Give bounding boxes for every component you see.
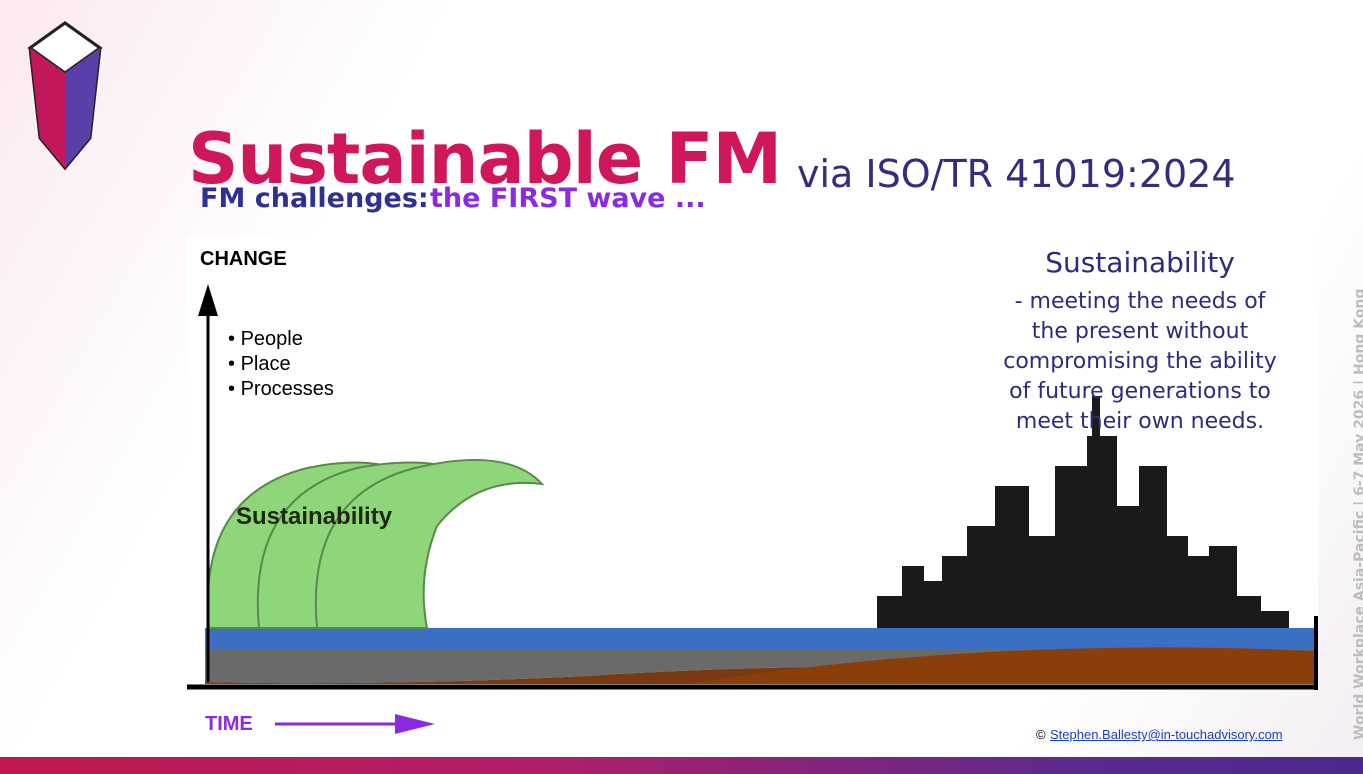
axis-label: CHANGE: [200, 248, 287, 271]
bullet-text: People: [241, 328, 303, 350]
wave-label: Sustainability: [236, 503, 392, 531]
bullet: • Processes: [228, 378, 334, 401]
email-link[interactable]: Stephen.Ballesty@in-touchadvisory.com: [1050, 727, 1283, 742]
definition-title: Sustainability: [950, 246, 1330, 279]
side-text: World Workplace Asia-Pacific | 6-7 May 2…: [1352, 289, 1363, 740]
definition-line: meet their own needs.: [950, 409, 1330, 434]
logo: [20, 18, 110, 178]
bullet: • Place: [228, 353, 291, 376]
definition-line: compromising the ability: [950, 349, 1330, 374]
axis-label: TIME: [205, 713, 253, 736]
time-arrow: [270, 712, 440, 736]
bullet-dot: •: [228, 328, 241, 350]
bullet-text: Place: [241, 353, 291, 375]
subtitle-lead: FM challenges:: [200, 183, 429, 214]
bottom-bar: [0, 757, 1363, 774]
title-suffix: via ISO/TR 41019:2024: [797, 152, 1236, 196]
definition-line: the present without: [950, 319, 1330, 344]
copyright: ©: [1036, 727, 1046, 742]
subtitle-emphasis: the FIRST wave ...: [430, 183, 706, 214]
bullet-text: Processes: [241, 378, 334, 400]
bullet-dot: •: [228, 353, 241, 375]
definition-line: of future generations to: [950, 379, 1330, 404]
bullet: • People: [228, 328, 303, 351]
definition-line: - meeting the needs of: [950, 289, 1330, 314]
slide: Sustainable FM via ISO/TR 41019:2024 FM …: [0, 0, 1363, 774]
bullet-dot: •: [228, 378, 241, 400]
